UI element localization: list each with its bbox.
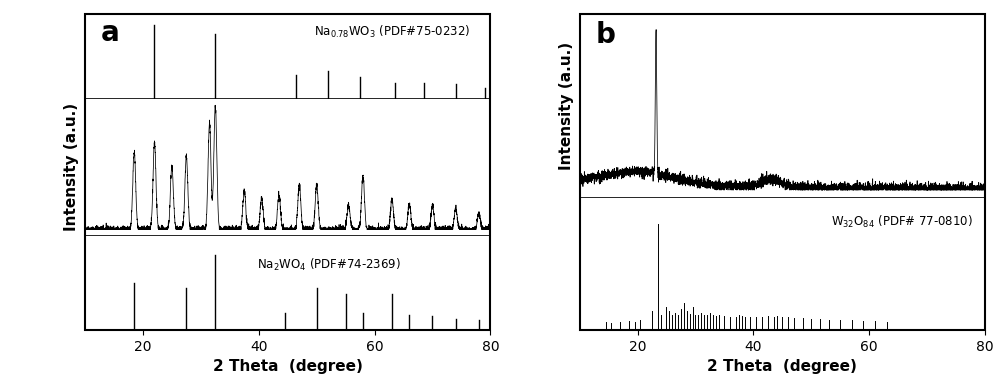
Y-axis label: Intensity (a.u.): Intensity (a.u.) [64, 103, 79, 232]
Text: Na$_{0.78}$WO$_3$ (PDF#75-0232): Na$_{0.78}$WO$_3$ (PDF#75-0232) [314, 24, 470, 40]
Text: a: a [101, 19, 120, 47]
Text: Na$_2$WO$_4$ (PDF#74-2369): Na$_2$WO$_4$ (PDF#74-2369) [257, 256, 401, 273]
Text: W$_{32}$O$_{84}$ (PDF# 77-0810): W$_{32}$O$_{84}$ (PDF# 77-0810) [831, 214, 973, 230]
X-axis label: 2 Theta  (degree): 2 Theta (degree) [707, 359, 857, 374]
X-axis label: 2 Theta  (degree): 2 Theta (degree) [213, 359, 363, 374]
Text: b: b [596, 21, 616, 49]
Y-axis label: Intensity (a.u.): Intensity (a.u.) [559, 42, 574, 170]
